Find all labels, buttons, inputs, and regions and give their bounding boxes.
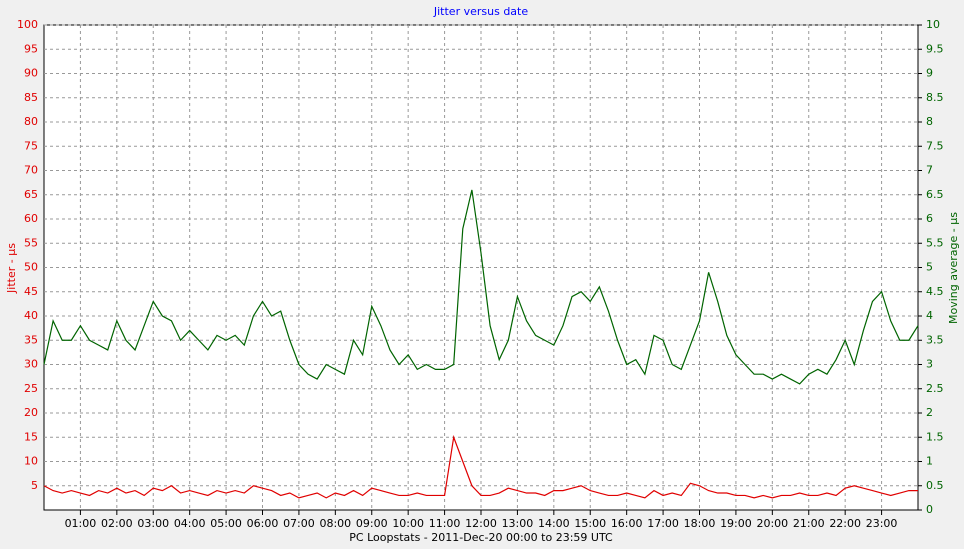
y-tick-label: 55 <box>24 236 38 249</box>
x-tick-label: 08:00 <box>319 517 351 530</box>
y-tick-label: 75 <box>24 139 38 152</box>
x-tick-label: 22:00 <box>829 517 861 530</box>
x-tick-label: 10:00 <box>392 517 424 530</box>
x-tick-label: 06:00 <box>247 517 279 530</box>
y2-tick-label: 8.5 <box>926 91 944 104</box>
y-tick-label: 15 <box>24 430 38 443</box>
y-tick-label: 10 <box>24 455 38 468</box>
y-tick-label: 95 <box>24 42 38 55</box>
x-tick-label: 15:00 <box>574 517 606 530</box>
y-tick-label: 85 <box>24 91 38 104</box>
y2-tick-label: 0 <box>926 503 933 516</box>
y-tick-label: 60 <box>24 212 38 225</box>
y-tick-label: 20 <box>24 406 38 419</box>
x-tick-label: 20:00 <box>756 517 788 530</box>
x-tick-label: 11:00 <box>429 517 461 530</box>
x-tick-label: 02:00 <box>101 517 133 530</box>
x-tick-label: 12:00 <box>465 517 497 530</box>
y-tick-label: 40 <box>24 309 38 322</box>
y2-tick-label: 5 <box>926 261 933 274</box>
x-tick-label: 16:00 <box>611 517 643 530</box>
y2-tick-label: 8 <box>926 115 933 128</box>
x-tick-label: 18:00 <box>684 517 716 530</box>
x-tick-label: 17:00 <box>647 517 679 530</box>
y2-tick-label: 10 <box>926 18 940 31</box>
y2-tick-label: 2 <box>926 406 933 419</box>
y2-tick-label: 7.5 <box>926 139 944 152</box>
y2-tick-label: 0.5 <box>926 479 944 492</box>
y-tick-label: 5 <box>31 479 38 492</box>
y2-tick-label: 1 <box>926 455 933 468</box>
y-tick-label: 90 <box>24 67 38 80</box>
x-tick-label: 13:00 <box>502 517 534 530</box>
series-line <box>43 189 919 385</box>
y-tick-label: 80 <box>24 115 38 128</box>
y2-tick-label: 5.5 <box>926 236 944 249</box>
y2-tick-label: 4 <box>926 309 933 322</box>
y-tick-label: 50 <box>24 261 38 274</box>
x-tick-label: 19:00 <box>720 517 752 530</box>
y2-tick-label: 9.5 <box>926 42 944 55</box>
y2-tick-label: 6 <box>926 212 933 225</box>
y2-tick-label: 2.5 <box>926 382 944 395</box>
y2-axis-label: Moving average - µs <box>947 212 960 324</box>
y-tick-label: 25 <box>24 382 38 395</box>
x-axis-label: PC Loopstats - 2011-Dec-20 00:00 to 23:5… <box>349 531 613 544</box>
y-tick-label: 100 <box>17 18 38 31</box>
x-tick-label: 03:00 <box>137 517 169 530</box>
chart-title: Jitter versus date <box>433 5 528 18</box>
x-tick-label: 01:00 <box>65 517 97 530</box>
y-tick-label: 35 <box>24 333 38 346</box>
series-line <box>43 434 918 499</box>
x-tick-label: 04:00 <box>174 517 206 530</box>
y2-tick-label: 3 <box>926 358 933 371</box>
y2-tick-label: 1.5 <box>926 430 944 443</box>
y2-tick-label: 9 <box>926 67 933 80</box>
x-tick-label: 14:00 <box>538 517 570 530</box>
y2-tick-label: 6.5 <box>926 188 944 201</box>
y-tick-label: 45 <box>24 285 38 298</box>
y-tick-label: 70 <box>24 164 38 177</box>
x-tick-label: 23:00 <box>866 517 898 530</box>
x-tick-label: 07:00 <box>283 517 315 530</box>
x-tick-label: 21:00 <box>793 517 825 530</box>
y-axis-label: Jitter - µs <box>5 243 18 294</box>
y-tick-label: 30 <box>24 358 38 371</box>
y2-tick-label: 7 <box>926 164 933 177</box>
y-tick-label: 65 <box>24 188 38 201</box>
y2-tick-label: 3.5 <box>926 333 944 346</box>
x-tick-label: 09:00 <box>356 517 388 530</box>
x-tick-label: 05:00 <box>210 517 242 530</box>
y2-tick-label: 4.5 <box>926 285 944 298</box>
